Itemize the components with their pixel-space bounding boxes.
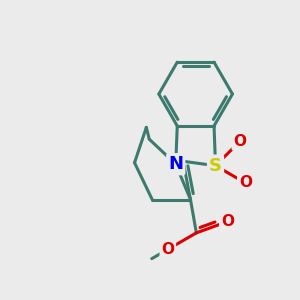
Text: S: S — [209, 157, 222, 175]
Text: O: O — [233, 134, 246, 149]
Text: O: O — [161, 242, 174, 257]
Text: O: O — [239, 176, 252, 190]
Text: N: N — [168, 155, 183, 173]
Text: O: O — [221, 214, 234, 229]
